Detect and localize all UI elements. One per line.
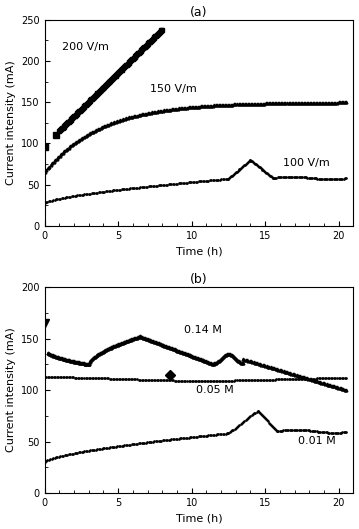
Text: 0.14 M: 0.14 M: [184, 325, 222, 335]
Title: (a): (a): [190, 6, 208, 19]
Y-axis label: Current intensity (mA): Current intensity (mA): [5, 60, 15, 185]
Text: 100 V/m: 100 V/m: [283, 158, 330, 168]
Text: 0.01 M: 0.01 M: [298, 435, 335, 445]
X-axis label: Time (h): Time (h): [176, 246, 222, 256]
Title: (b): (b): [190, 273, 208, 286]
X-axis label: Time (h): Time (h): [176, 514, 222, 523]
Text: 150 V/m: 150 V/m: [150, 84, 197, 94]
Text: 0.05 M: 0.05 M: [196, 385, 234, 395]
Y-axis label: Current intensity (mA): Current intensity (mA): [6, 327, 16, 452]
Text: 200 V/m: 200 V/m: [62, 42, 109, 52]
